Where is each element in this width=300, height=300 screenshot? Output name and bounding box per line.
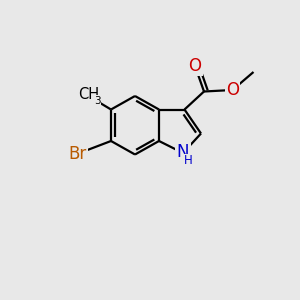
Text: H: H xyxy=(184,154,193,167)
Text: Br: Br xyxy=(69,145,87,163)
Text: O: O xyxy=(226,81,239,99)
Text: N: N xyxy=(177,143,189,161)
Text: O: O xyxy=(188,57,202,75)
Text: 3: 3 xyxy=(94,95,101,106)
Text: CH: CH xyxy=(78,87,99,102)
